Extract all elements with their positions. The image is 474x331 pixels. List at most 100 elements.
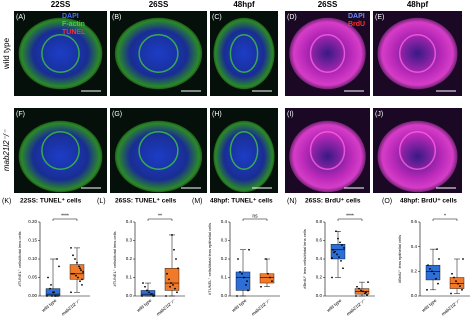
lens [309, 131, 346, 170]
x-tick-label: wild type [231, 298, 248, 313]
significance-bracket [337, 218, 363, 221]
panel-label: (C) [212, 14, 222, 21]
significance-bracket [242, 218, 268, 221]
y-tick-label: 0.15 [28, 238, 37, 243]
y-tick-label: 0.2 [126, 256, 133, 261]
data-point [341, 244, 343, 247]
data-point [46, 295, 48, 297]
chart-title: 48hpf: BrdU⁺ cells [400, 198, 457, 205]
panel-label: (J) [375, 111, 383, 118]
data-point [74, 258, 76, 260]
box [69, 264, 85, 280]
data-point [245, 284, 247, 286]
data-point [337, 237, 339, 240]
data-point [331, 257, 333, 259]
data-point [50, 284, 52, 286]
row-label: mab21l2⁻/⁻ [2, 129, 11, 171]
data-point [247, 289, 249, 292]
data-point [153, 295, 155, 297]
data-point [57, 295, 59, 297]
data-point [173, 248, 175, 251]
data-point [356, 285, 358, 288]
data-point [169, 285, 171, 288]
chart-title: 48hpf: TUNEL⁺ cells [210, 198, 273, 205]
x-tick-label: wild type [41, 298, 58, 313]
data-point [269, 276, 271, 279]
row-label: wild type [2, 37, 11, 70]
data-point [82, 271, 84, 273]
data-point [241, 272, 243, 275]
data-point [175, 258, 177, 260]
data-point [144, 285, 146, 288]
data-point [236, 295, 238, 297]
data-point [438, 258, 440, 260]
data-point [265, 258, 267, 260]
legend-text: DAPI [348, 13, 365, 20]
data-point [436, 248, 438, 251]
lens [138, 34, 179, 73]
data-point [248, 248, 250, 251]
column-header: 22SS [51, 0, 71, 9]
data-point [237, 258, 239, 260]
y-tick-label: 0.1 [221, 275, 228, 280]
data-point [166, 272, 168, 275]
data-point [56, 258, 58, 260]
legend-text: BrdU [348, 21, 365, 28]
panel-label: (F) [16, 111, 25, 118]
data-point [338, 256, 340, 259]
y-axis-label: #TUNEL⁺ cells/#total lens cells [17, 231, 22, 286]
tissue [377, 120, 458, 193]
x-tick-label: wild type [421, 298, 438, 313]
y-tick-label: 0.4 [126, 219, 133, 224]
panel-label: (E) [375, 14, 384, 21]
y-tick-label: 0.0 [316, 293, 323, 298]
box [140, 290, 156, 297]
significance: **** [346, 213, 354, 219]
panel-label: (M) [192, 198, 203, 205]
data-point [76, 261, 78, 264]
data-point [260, 285, 262, 288]
y-tick-label: 0.0 [221, 293, 228, 298]
x-tick-label: wild type [326, 298, 343, 313]
data-point [52, 291, 54, 294]
data-point [431, 270, 433, 273]
tissue [114, 17, 203, 90]
data-point [435, 277, 437, 280]
panel-label: (A) [16, 14, 25, 21]
data-point [78, 265, 80, 268]
data-point [79, 280, 81, 283]
box [330, 243, 346, 260]
data-point [451, 272, 453, 275]
panel-label: (O) [382, 198, 392, 205]
box [425, 264, 441, 281]
data-point [176, 291, 178, 294]
lens [138, 131, 179, 170]
data-point [148, 291, 150, 294]
significance-bracket [432, 218, 458, 221]
data-point [81, 284, 83, 286]
y-tick-label: 0.20 [28, 219, 37, 224]
data-point [168, 278, 170, 281]
x-tick-label: mab21l2⁻/⁻ [250, 297, 272, 316]
data-point [75, 274, 77, 277]
x-tick-label: mab21l2⁻/⁻ [155, 297, 177, 316]
data-point [433, 272, 435, 275]
data-point [77, 276, 79, 279]
panel-label: (D) [287, 14, 297, 21]
data-point [239, 271, 241, 273]
panel-label: (G) [112, 111, 122, 118]
data-point [70, 291, 72, 294]
y-tick-label: 0.6 [316, 238, 323, 243]
y-axis-label: #TUNEL⁺ cells/#total lens cells [112, 231, 117, 286]
data-point [333, 251, 335, 254]
y-tick-label: 0.2 [316, 275, 323, 280]
data-point [271, 280, 273, 283]
data-point [246, 280, 248, 283]
y-tick-label: 0.1 [126, 275, 133, 280]
data-point [146, 289, 148, 292]
y-tick-label: 0.8 [316, 219, 323, 224]
significance: * [444, 213, 446, 219]
panel-label: (K) [2, 198, 11, 205]
